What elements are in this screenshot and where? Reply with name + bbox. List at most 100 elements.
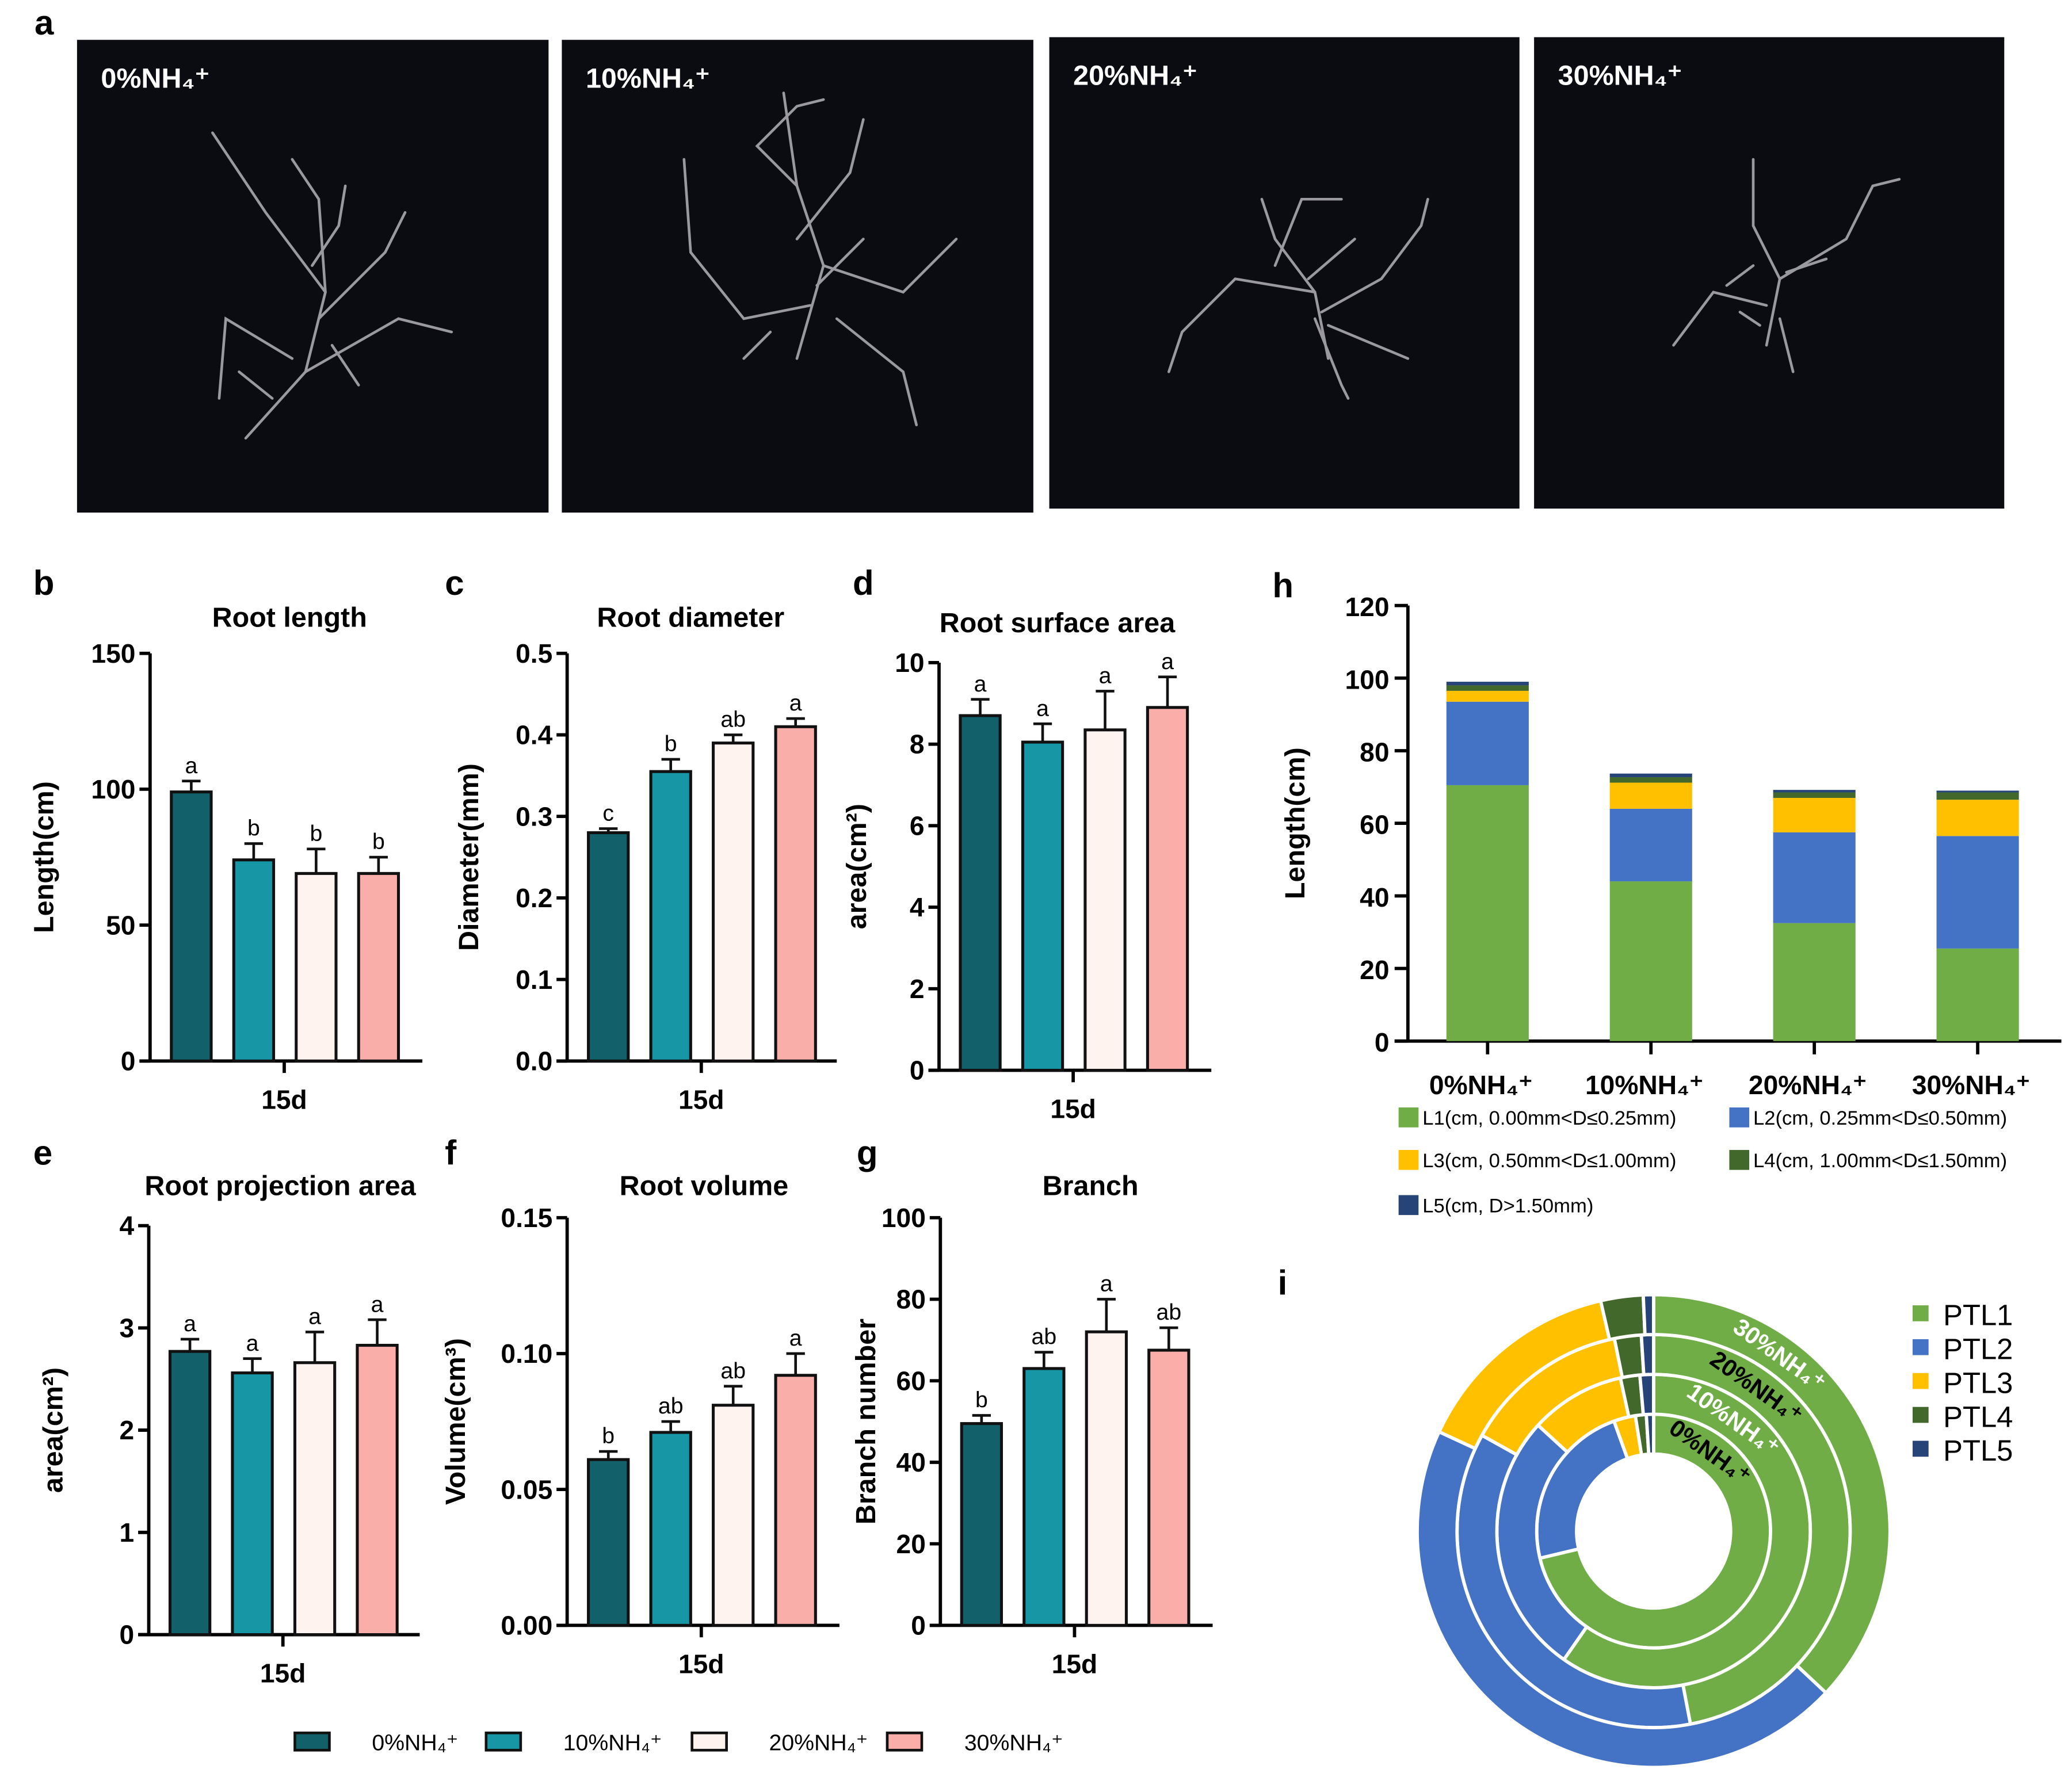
bar-segment [1446,701,1529,785]
y-tick-label: 0 [911,1611,926,1641]
significance-letter: ab [1157,1300,1182,1325]
donut-segment [1641,1293,1655,1337]
x-axis-label: 15d [1050,1094,1096,1124]
significance-letter: b [372,829,385,854]
legend-label: L2(cm, 0.25mm<D≤0.50mm) [1753,1107,2007,1129]
bar [1083,728,1127,1072]
bar-segment [1609,808,1692,882]
legend-swatch [1912,1407,1929,1423]
donut-segment [1651,1293,1892,1695]
bar-segment [1609,881,1692,1041]
x-tick-label: 10%NH₄⁺ [1585,1070,1703,1100]
bar [959,714,1002,1072]
root-trace [330,343,360,387]
bar [232,858,276,1063]
group-legend: 0%NH₄⁺ 10%NH₄⁺ 20%NH₄⁺ 30%NH₄⁺ [293,1730,1063,1755]
bar-segment [1936,800,2019,836]
significance-letter: a [185,753,197,778]
x-tick-label: 0%NH₄⁺ [1429,1070,1533,1100]
root-trace [211,131,327,294]
panel-letter: d [853,564,874,602]
legend-label: L3(cm, 0.50mm<D≤1.00mm) [1422,1150,1676,1172]
root-trace [217,316,294,400]
y-tick-label: 0.15 [501,1203,552,1233]
y-axis-label: Diameter(mm) [453,763,484,951]
bar [357,872,400,1063]
significance-letter: ab [720,1358,746,1384]
legend-swatch [1729,1150,1750,1170]
donut-segment [1639,1332,1655,1377]
photo-background [1534,37,2005,509]
donut-segment [1415,1430,1829,1770]
y-tick-label: 0.1 [516,965,552,995]
chart-title: Branch [1043,1170,1139,1201]
legend-swatch [690,1732,728,1752]
root-trace [1752,158,1781,347]
significance-letter: b [602,1423,615,1449]
y-tick-label: 0.0 [516,1046,552,1076]
significance-letter: a [184,1311,196,1336]
bar-chart-f: Root volume 0.00 0.05 0.10 0.15 Volume(cm³) 15… [440,1170,840,1679]
bar-segment [1609,782,1692,809]
photo-label: 0%NH₄⁺ [101,63,209,94]
legend-label: PTL4 [1943,1400,2013,1433]
bar-segment [1936,792,2019,800]
x-axis-label: 15d [1052,1649,1098,1679]
bar [356,1344,399,1637]
bar [587,1458,630,1627]
y-tick-label: 10 [895,648,924,678]
bar [231,1371,274,1637]
y-tick-label: 20 [1360,955,1389,985]
significance-letter: c [602,801,614,826]
root-photo: 10%NH₄⁺ [562,40,1033,513]
bar [170,790,213,1063]
bar-chart-g: Branch 0 20 40 60 80 100 Branch number 15d b ab a ab [850,1170,1213,1679]
y-axis-label: Length(cm) [28,781,59,933]
bar [168,1350,212,1637]
y-tick-label: 0 [121,1046,136,1076]
bar-segment [1446,785,1529,1041]
root-trace [1320,197,1429,314]
legend-swatch [1912,1305,1929,1321]
bar [774,725,817,1063]
significance-letter: a [974,671,987,697]
bar [774,1374,817,1627]
bar [1021,740,1064,1072]
root-trace [1327,324,1410,360]
significance-letter: a [371,1291,384,1317]
legend-label: PTL1 [1943,1299,2013,1332]
bar-chart-e: Root projection area 0 1 2 3 4 area(cm²) 15d a a a… [37,1170,420,1688]
root-trace [1307,238,1356,281]
panel-letter: b [33,564,55,602]
bar-segment [1446,690,1529,702]
root-trace [835,317,918,426]
bar [1146,706,1189,1072]
donut-segment [1638,1373,1655,1417]
y-axis-label: area(cm²) [841,804,872,929]
chart-title: Root length [212,602,367,633]
y-tick-label: 0.2 [516,883,552,913]
legend-label: 0%NH₄⁺ [372,1730,458,1755]
legend-swatch [1912,1339,1929,1355]
y-tick-label: 100 [1345,664,1389,694]
y-tick-label: 4 [910,892,925,922]
bar-chart-c: Root diameter 0.0 0.1 0.2 0.3 0.4 0.5 Diameter(… [453,602,837,1114]
y-tick-label: 0 [910,1056,925,1086]
root-photo: 0%NH₄⁺ [77,40,549,513]
bar-segment [1446,685,1529,691]
legend-swatch [1398,1107,1419,1128]
chart-title: Root projection area [144,1170,416,1201]
y-axis-label: Branch number [850,1319,882,1524]
root-trace [1273,197,1343,267]
bar [712,1404,755,1627]
photo-label: 20%NH₄⁺ [1073,60,1197,91]
legend-swatch [484,1732,522,1752]
panel-letter: f [445,1133,457,1172]
root-trace [755,98,825,188]
photo-background [1049,37,1520,509]
x-tick-label: 20%NH₄⁺ [1749,1070,1867,1100]
significance-letter: b [247,816,260,841]
y-tick-label: 40 [896,1447,926,1477]
x-tick-label: 30%NH₄⁺ [1912,1070,2030,1100]
y-tick-label: 20 [896,1529,926,1559]
